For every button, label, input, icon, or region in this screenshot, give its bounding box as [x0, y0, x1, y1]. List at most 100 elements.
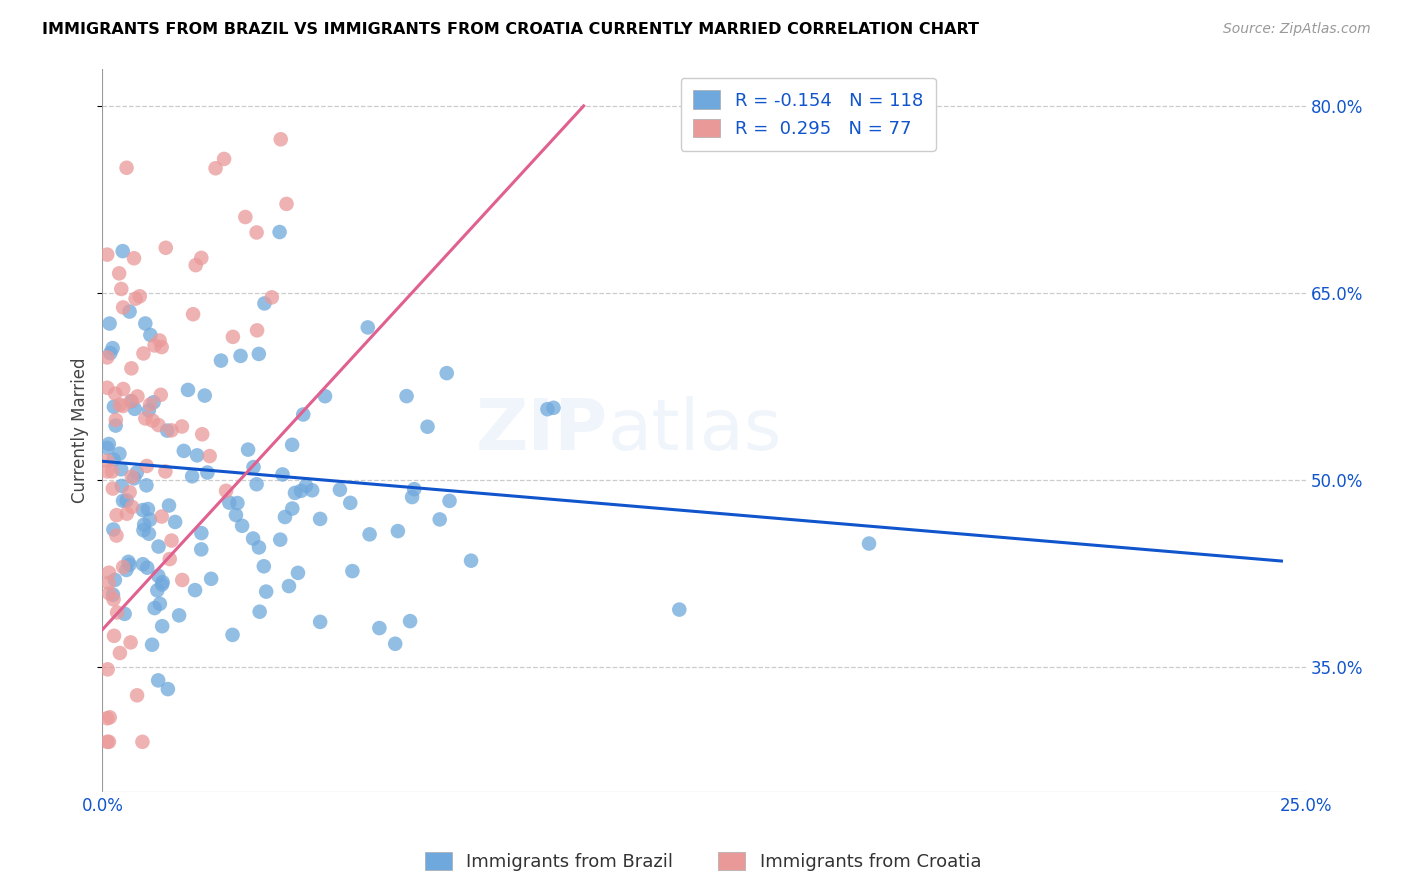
Point	[460, 554, 482, 568]
Point	[254, 584, 277, 599]
Point	[146, 583, 169, 598]
Point	[96, 711, 118, 725]
Point	[120, 394, 142, 409]
Point	[110, 462, 132, 476]
Point	[194, 388, 217, 402]
Point	[98, 566, 121, 580]
Point	[122, 471, 145, 485]
Point	[103, 400, 125, 414]
Legend: Immigrants from Brazil, Immigrants from Croatia: Immigrants from Brazil, Immigrants from …	[418, 845, 988, 879]
Point	[301, 483, 323, 498]
Point	[246, 477, 269, 491]
Point	[309, 615, 332, 629]
Point	[111, 399, 134, 413]
Point	[236, 442, 259, 457]
Point	[135, 478, 157, 492]
Point	[124, 401, 146, 416]
Point	[111, 244, 134, 259]
Point	[195, 466, 218, 480]
Point	[118, 304, 141, 318]
Point	[149, 597, 172, 611]
Point	[260, 290, 283, 304]
Point	[271, 467, 294, 482]
Y-axis label: Currently Married: Currently Married	[72, 358, 89, 503]
Point	[287, 566, 309, 580]
Point	[284, 486, 307, 500]
Point	[668, 602, 690, 616]
Point	[143, 601, 166, 615]
Point	[128, 289, 150, 303]
Point	[104, 418, 127, 433]
Point	[97, 662, 120, 676]
Point	[209, 353, 232, 368]
Point	[368, 621, 391, 635]
Point	[98, 317, 121, 331]
Point	[96, 381, 118, 395]
Point	[329, 483, 352, 497]
Point	[142, 395, 165, 409]
Point	[181, 307, 204, 321]
Point	[131, 735, 153, 749]
Point	[150, 340, 173, 354]
Point	[103, 523, 125, 537]
Point	[105, 606, 128, 620]
Point	[125, 689, 148, 703]
Point	[404, 482, 426, 496]
Point	[152, 575, 174, 590]
Point	[96, 351, 118, 365]
Point	[139, 513, 162, 527]
Point	[122, 252, 145, 266]
Point	[204, 161, 226, 176]
Point	[118, 558, 141, 572]
Point	[157, 499, 180, 513]
Point	[155, 465, 177, 479]
Point	[278, 579, 301, 593]
Point	[165, 515, 187, 529]
Point	[342, 564, 364, 578]
Point	[249, 605, 271, 619]
Point	[416, 419, 439, 434]
Point	[127, 389, 149, 403]
Point	[143, 338, 166, 352]
Point	[247, 347, 270, 361]
Point	[339, 496, 361, 510]
Point	[436, 366, 458, 380]
Point	[103, 629, 125, 643]
Point	[134, 517, 156, 532]
Point	[101, 482, 124, 496]
Point	[121, 469, 143, 483]
Point	[121, 500, 143, 514]
Point	[101, 588, 124, 602]
Point	[150, 509, 173, 524]
Point	[242, 532, 264, 546]
Point	[231, 518, 253, 533]
Point	[184, 258, 207, 272]
Point	[139, 398, 162, 412]
Point	[120, 361, 142, 376]
Point	[98, 346, 121, 360]
Point	[235, 210, 257, 224]
Point	[114, 607, 136, 621]
Point	[97, 576, 120, 591]
Point	[246, 226, 269, 240]
Point	[96, 464, 118, 478]
Point	[134, 317, 156, 331]
Point	[429, 512, 451, 526]
Point	[159, 552, 181, 566]
Point	[281, 501, 304, 516]
Point	[134, 411, 156, 425]
Point	[276, 197, 298, 211]
Point	[184, 583, 207, 598]
Point	[149, 388, 172, 402]
Point	[543, 401, 565, 415]
Point	[105, 508, 128, 522]
Point	[132, 523, 155, 537]
Point	[253, 559, 276, 574]
Point	[108, 398, 131, 412]
Point	[173, 443, 195, 458]
Point	[112, 382, 135, 396]
Point	[96, 247, 118, 261]
Point	[181, 469, 204, 483]
Point	[156, 424, 179, 438]
Point	[108, 646, 131, 660]
